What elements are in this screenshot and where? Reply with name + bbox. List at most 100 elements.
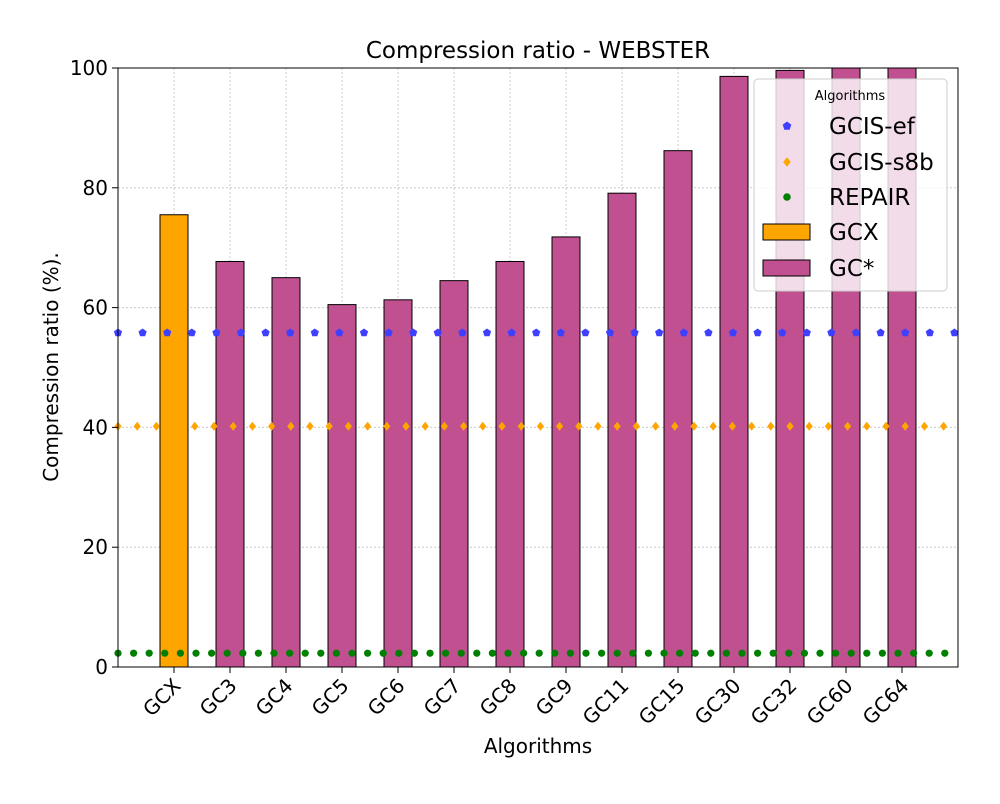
legend-swatch [762,259,811,277]
legend-label: GCIS-ef [829,114,916,140]
series-marker [940,421,948,431]
x-axis: GCX GC3 GC4 GC5 GC6 GC7 GC8 GC9 GC11 GC15 GC30 GC32… [138,667,914,730]
y-tick-label: 0 [95,655,108,679]
series-marker [676,649,684,657]
series-marker [863,649,871,657]
bar-gc8 [495,260,525,668]
series-marker [383,421,391,431]
series-marker [728,421,736,431]
series-marker [325,421,333,431]
x-axis-label: Algorithms [484,734,592,758]
series-marker [753,328,762,337]
series-marker [460,421,468,431]
x-tick-label: GC4 [251,674,298,721]
series-marker [286,649,294,657]
series-marker [613,649,621,657]
series-marker [802,328,811,337]
series-marker [901,421,909,431]
series-marker [212,328,221,337]
x-tick-label: GC30 [690,674,746,730]
bar-gc6 [383,299,413,668]
series-marker [660,649,668,657]
series-marker [851,328,861,337]
series-marker [359,328,369,337]
series-marker [236,328,246,337]
bar-gc11 [607,192,637,668]
series-marker [426,649,434,657]
y-tick-label: 100 [70,56,108,80]
series-marker [613,421,621,431]
series-marker [847,649,855,657]
x-tick-label: GC6 [363,674,410,721]
series-marker [629,649,637,657]
series-gcis-ef [113,328,959,337]
series-marker [520,649,528,657]
series-marker [210,421,218,431]
series-marker [679,328,688,337]
series-marker [248,421,256,431]
series-marker [785,649,793,657]
series-marker [941,649,949,657]
series-marker [605,328,615,337]
series-marker [690,421,698,431]
series-marker [767,421,775,431]
x-tick-label: GCX [138,673,186,721]
series-marker [133,421,141,431]
series-marker [532,328,541,337]
legend-marker [782,121,792,130]
bar-gc5 [327,304,357,668]
series-marker [187,328,196,337]
series-marker [863,421,871,431]
series-marker [950,328,959,337]
series-marker [482,328,492,337]
x-tick-label: GC60 [802,674,858,730]
x-tick-label: GC11 [578,674,634,730]
series-marker [894,649,902,657]
bar-gc9 [551,236,581,668]
series-marker [130,649,138,657]
series-marker [458,328,467,337]
series-marker [239,649,247,657]
legend-marker [783,157,791,167]
series-marker [882,421,890,431]
x-tick-label: GC8 [475,674,522,721]
series-marker [161,649,169,657]
series-marker [632,421,640,431]
series-marker [310,328,319,337]
series-marker [208,649,216,657]
series-marker [442,649,450,657]
series-marker [722,649,731,657]
series-marker [707,649,715,657]
series-marker [556,328,565,337]
series-marker [876,328,885,337]
reference-lines [113,328,959,657]
y-tick-label: 60 [83,296,108,320]
series-marker [433,328,442,337]
series-marker [176,649,184,657]
series-marker [410,649,418,657]
series-marker [344,421,352,431]
series-marker [402,421,410,431]
series-marker [566,649,575,657]
series-repair [114,649,949,657]
bar-gc7 [439,280,469,668]
series-marker [786,421,794,431]
series-marker [192,649,200,657]
series-marker [551,649,559,657]
series-marker [517,421,525,431]
series-marker [384,328,393,337]
series-marker [800,649,809,657]
series-marker [575,421,583,431]
series-marker [655,328,664,337]
bar-gc3 [215,260,245,668]
series-marker [229,421,237,431]
legend-swatch [762,223,811,241]
series-marker [728,328,738,337]
x-tick-label: GC64 [858,674,914,730]
series-marker [498,421,506,431]
y-tick-label: 80 [83,176,108,200]
series-marker [364,421,372,431]
plot-frame [117,67,959,668]
x-tick-label: GC5 [307,674,354,721]
series-marker [594,421,602,431]
